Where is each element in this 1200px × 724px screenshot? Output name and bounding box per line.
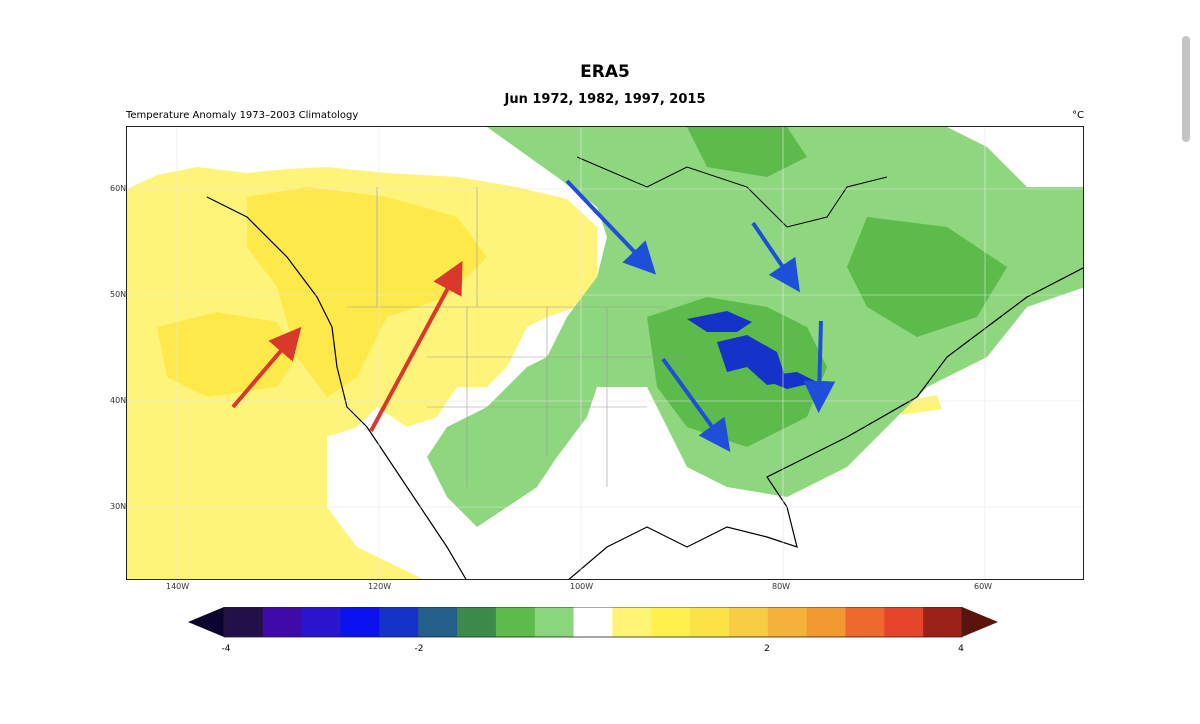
cool-arrow-north (565, 179, 657, 275)
colorbar-bin (301, 607, 342, 637)
chart-title: ERA5 (580, 62, 630, 82)
cool-canada-patch (847, 217, 1007, 337)
colorbar-bin (651, 607, 691, 637)
colorbar-bin (379, 607, 419, 637)
lat-label-60n: 60N (110, 184, 127, 193)
lon-label-60w: 60W (974, 582, 993, 591)
colorbar-bin (884, 607, 924, 637)
colorbar-bin (340, 607, 380, 637)
lon-label-80w: 80W (772, 582, 791, 591)
colorbar-bin (457, 607, 497, 637)
anomaly-map (126, 126, 1084, 580)
colorbar-bin (495, 607, 536, 637)
gridlines (127, 127, 1083, 579)
political-borders (347, 187, 687, 487)
warm-core-region (247, 187, 487, 397)
colorbar-bin (806, 607, 846, 637)
lat-label-50n: 50N (110, 290, 127, 299)
scrollbar-thumb[interactable] (1182, 36, 1190, 142)
colorbar-bin (845, 607, 885, 637)
cool-north-patch (687, 127, 807, 177)
colorbar-min-extension (188, 607, 224, 637)
lat-label-40n: 40N (110, 396, 127, 405)
lat-label-30n: 30N (110, 502, 127, 511)
colorbar-bin (224, 607, 264, 637)
variable-label: Temperature Anomaly 1973–2003 Climatolog… (126, 110, 359, 121)
cool-core-region (647, 297, 827, 447)
coastline-east (568, 267, 1083, 579)
colorbar-tick-4: 4 (958, 644, 964, 654)
colorbar (188, 607, 998, 638)
cool-arrow-east (803, 320, 836, 413)
chart-subtitle: Jun 1972, 1982, 1997, 2015 (504, 92, 706, 107)
hudson-bay-coast (576, 156, 888, 228)
colorbar-bin (923, 607, 963, 637)
coastline-west (206, 196, 467, 579)
colorbar-max-extension (962, 607, 998, 637)
colorbar-tick--2: -2 (414, 644, 424, 654)
colorbar-bin (534, 607, 575, 637)
colorbar-bin (690, 607, 730, 637)
colorbar-bin (262, 607, 303, 637)
colorbar-tick-2: 2 (764, 644, 770, 654)
lon-label-140w: 140W (166, 582, 190, 591)
colorbar-bin (573, 607, 613, 637)
colorbar-bin (612, 607, 652, 637)
warm-anomaly-region (127, 167, 597, 579)
lon-label-120w: 120W (368, 582, 392, 591)
cool-arrow-midwest (661, 357, 731, 452)
warm-patch-east (897, 395, 942, 415)
warm-arrow-inland (369, 260, 463, 432)
colorbar-bin (418, 607, 458, 637)
colorbar-bin (728, 607, 769, 637)
colorbar-bin (767, 607, 808, 637)
cool-arrow-hudson (751, 221, 800, 293)
unit-label: °C (1072, 110, 1084, 121)
lon-label-100w: 100W (570, 582, 594, 591)
colorbar-tick--4: -4 (221, 644, 231, 654)
warm-arrow-pacific (231, 326, 302, 409)
great-lakes (687, 311, 817, 389)
